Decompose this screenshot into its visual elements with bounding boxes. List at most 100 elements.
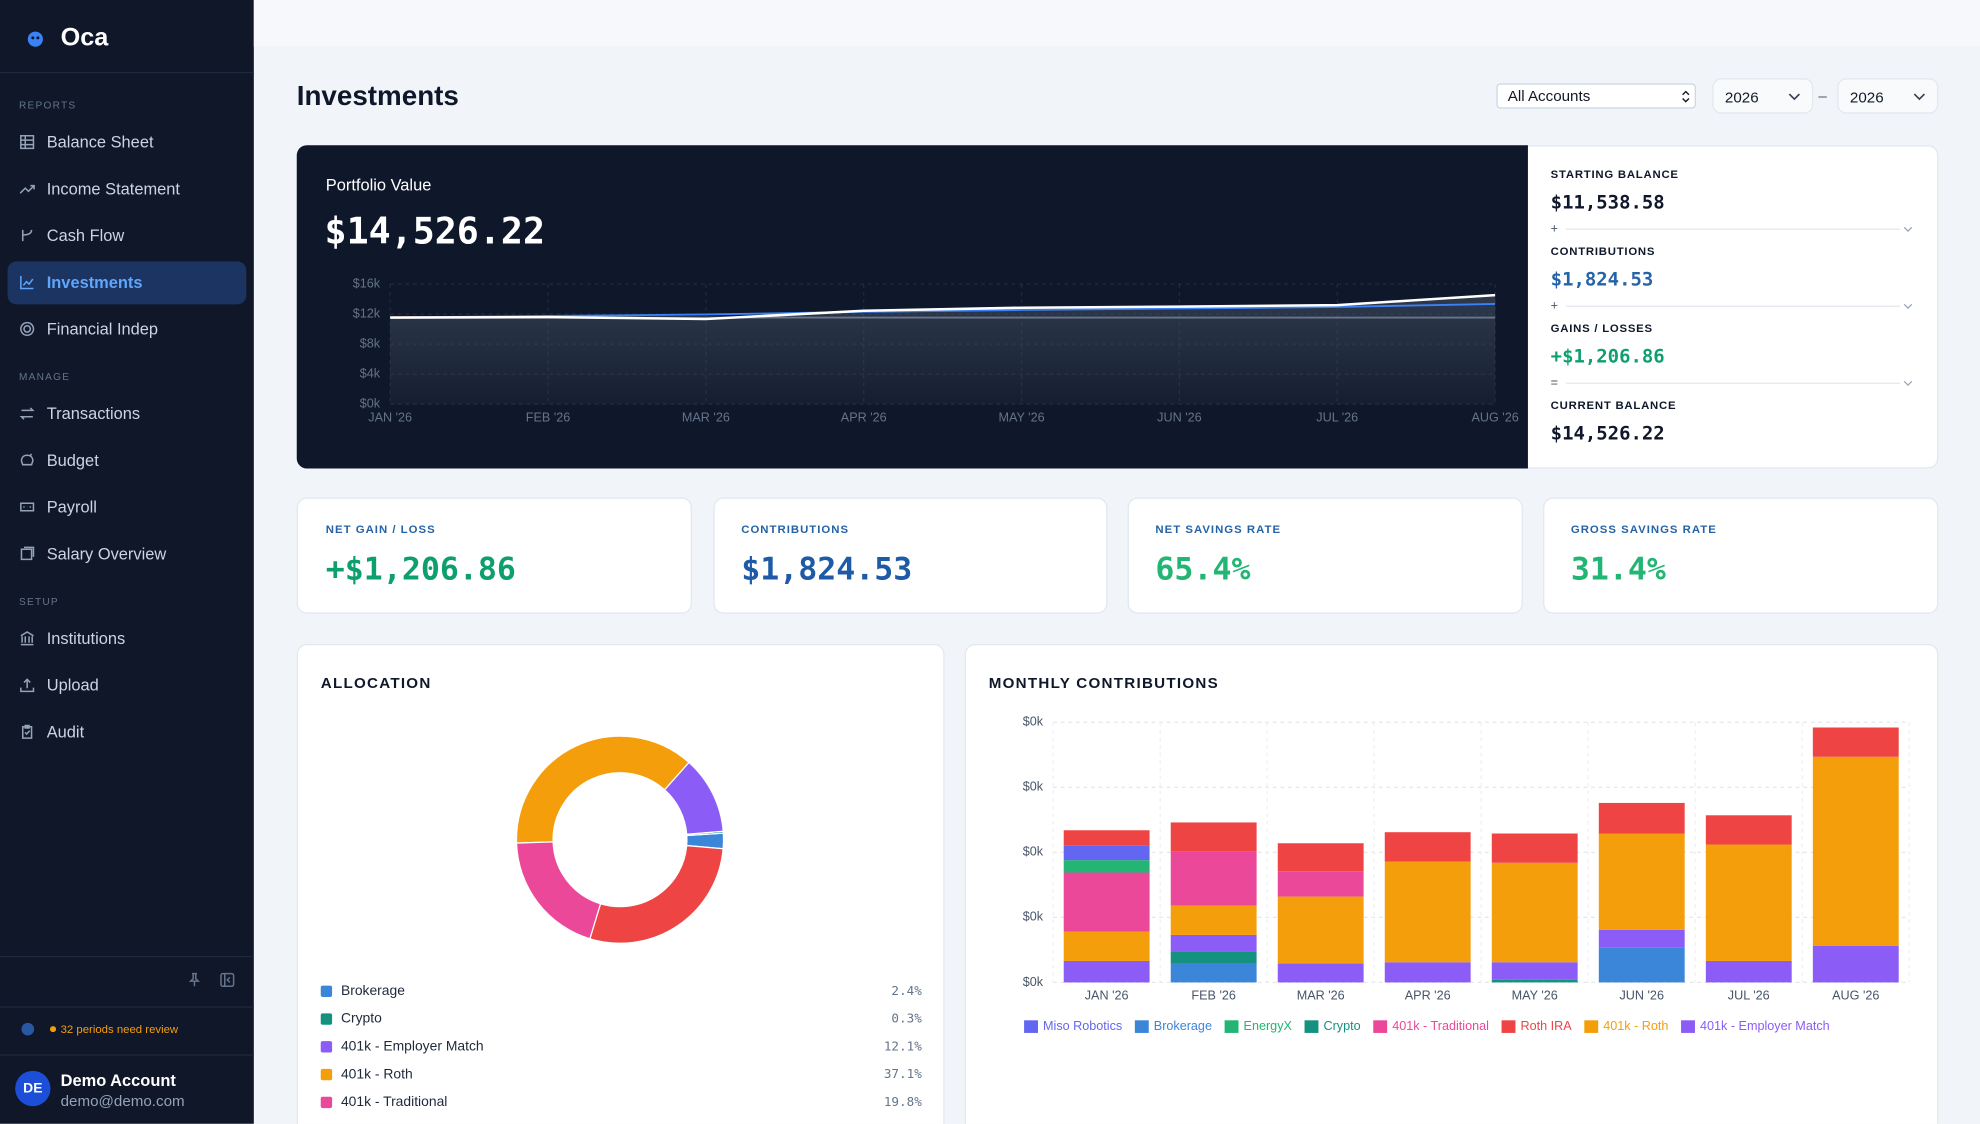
select-arrows	[1682, 90, 1690, 103]
legend-value: 0.3%	[891, 1011, 922, 1026]
y-tick-label: $12k	[353, 306, 381, 320]
year-from-select[interactable]: 2026	[1712, 78, 1814, 114]
kpi-value: +$1,206.86	[325, 550, 516, 588]
legend-value: 19.8%	[884, 1094, 922, 1109]
legend-value: 2.4%	[891, 983, 922, 998]
summary-operator: +	[1550, 222, 1559, 237]
nav-icon	[19, 407, 35, 420]
nav-item[interactable]: Investments	[7, 261, 247, 305]
x-tick-label: JUN '26	[1157, 410, 1201, 424]
summary-label: CURRENT BALANCE	[1550, 399, 1677, 412]
year-to-select[interactable]: 2026	[1837, 78, 1939, 114]
nav-label: Upload	[46, 675, 99, 695]
summary-value: $14,526.22	[1550, 421, 1665, 445]
legend-label: Roth IRA	[1521, 1019, 1573, 1033]
nav-item[interactable]: Audit	[8, 711, 247, 754]
nav-icon	[19, 184, 35, 194]
section-title: MANAGE	[18, 371, 71, 383]
pin-button[interactable]	[187, 972, 202, 987]
bar-segment	[1812, 756, 1899, 947]
kpi-label: GROSS SAVINGS RATE	[1570, 522, 1717, 536]
legend-swatch	[1373, 1020, 1388, 1033]
legend-value: 37.1%	[884, 1066, 922, 1081]
summary-label: STARTING BALANCE	[1550, 167, 1679, 181]
y-tick-label: $0k	[1023, 910, 1044, 924]
section-title: SETUP	[18, 596, 59, 608]
y-tick-label: $4k	[360, 366, 381, 380]
card-title: ALLOCATION	[320, 674, 432, 692]
page-title: Investments	[296, 79, 459, 112]
bar-segment	[1277, 963, 1364, 983]
nav-item[interactable]: Salary Overview	[8, 533, 247, 576]
nav-item[interactable]: Budget	[8, 439, 247, 482]
legend-label: 401k - Traditional	[1392, 1019, 1489, 1033]
pie-slice	[515, 841, 602, 940]
bar-segment	[1170, 934, 1257, 952]
nav-icon-shape	[20, 321, 35, 336]
bar-segment	[1170, 905, 1257, 935]
x-tick-label: FEB '26	[1191, 989, 1235, 1003]
brand-name: Oca	[60, 23, 109, 52]
expand-toggle[interactable]	[1903, 303, 1913, 310]
brand-logo	[27, 31, 43, 47]
bar-segment	[1491, 833, 1578, 863]
kpi-card: NET GAIN / LOSS +$1,206.86	[296, 497, 692, 614]
nav-item[interactable]: Transactions	[8, 393, 247, 436]
line	[390, 302, 1496, 319]
account-select[interactable]: All Accounts	[1496, 83, 1696, 109]
bar-segment	[1063, 860, 1150, 873]
bar-segment	[1491, 979, 1578, 983]
nav-icon-shape	[20, 678, 35, 693]
bar-segment	[1063, 830, 1150, 846]
portfolio-title: Portfolio Value	[325, 175, 432, 195]
bar-segment	[1063, 960, 1150, 983]
x-tick-label: FEB '26	[526, 410, 570, 424]
nav-icon	[20, 453, 34, 466]
nav-icon	[20, 275, 34, 290]
legend-label: Crypto	[341, 1010, 382, 1026]
collapse-button[interactable]	[220, 972, 235, 987]
y-tick-label: $0k	[1023, 780, 1044, 794]
x-tick-label: APR '26	[1405, 989, 1451, 1003]
expand-toggle[interactable]	[1903, 226, 1913, 232]
kpi-value: 31.4%	[1570, 550, 1666, 588]
nav-label: Income Statement	[46, 179, 180, 199]
nav-icon-shape	[20, 631, 34, 646]
nav-icon-shape	[20, 546, 35, 561]
legend-swatch	[320, 1096, 333, 1109]
review-notice[interactable]: 32 periods need review	[60, 1022, 179, 1036]
nav-icon-shape	[19, 407, 35, 420]
divider	[0, 1054, 254, 1056]
user-name: Demo Account	[60, 1070, 176, 1090]
nav-item[interactable]: Payroll	[8, 486, 247, 529]
account-select-value: All Accounts	[1507, 87, 1591, 105]
nav-item[interactable]: Income Statement	[8, 168, 247, 211]
legend-label: Miso Robotics	[1043, 1019, 1122, 1033]
nav-item[interactable]: Institutions	[8, 617, 247, 660]
legend-swatch	[320, 1041, 333, 1053]
y-tick-label: $0k	[1023, 715, 1044, 729]
bar-segment	[1812, 946, 1899, 983]
nav-item[interactable]: Financial Indep	[8, 308, 247, 351]
kpi-card: CONTRIBUTIONS $1,824.53	[713, 497, 1108, 614]
nav-item[interactable]: Balance Sheet	[8, 121, 247, 164]
bar-segment	[1598, 929, 1685, 948]
expand-toggle[interactable]	[1903, 380, 1913, 387]
nav-label: Transactions	[46, 404, 141, 424]
kpi-card: NET SAVINGS RATE 65.4%	[1127, 497, 1523, 614]
nav-icon-shape	[21, 724, 33, 739]
nav-label: Audit	[46, 722, 85, 742]
x-tick-label: AUG '26	[1471, 410, 1518, 424]
nav-item[interactable]: Upload	[8, 664, 247, 707]
nav-item[interactable]: Cash Flow	[8, 215, 247, 258]
pie-slice	[515, 735, 690, 844]
divider	[0, 1006, 254, 1008]
summary-value: +$1,206.86	[1550, 344, 1665, 368]
chevron	[1913, 93, 1926, 101]
top-bar	[253, 0, 1980, 47]
notice-icon	[21, 1022, 35, 1036]
legend-label: EnergyX	[1244, 1019, 1293, 1033]
